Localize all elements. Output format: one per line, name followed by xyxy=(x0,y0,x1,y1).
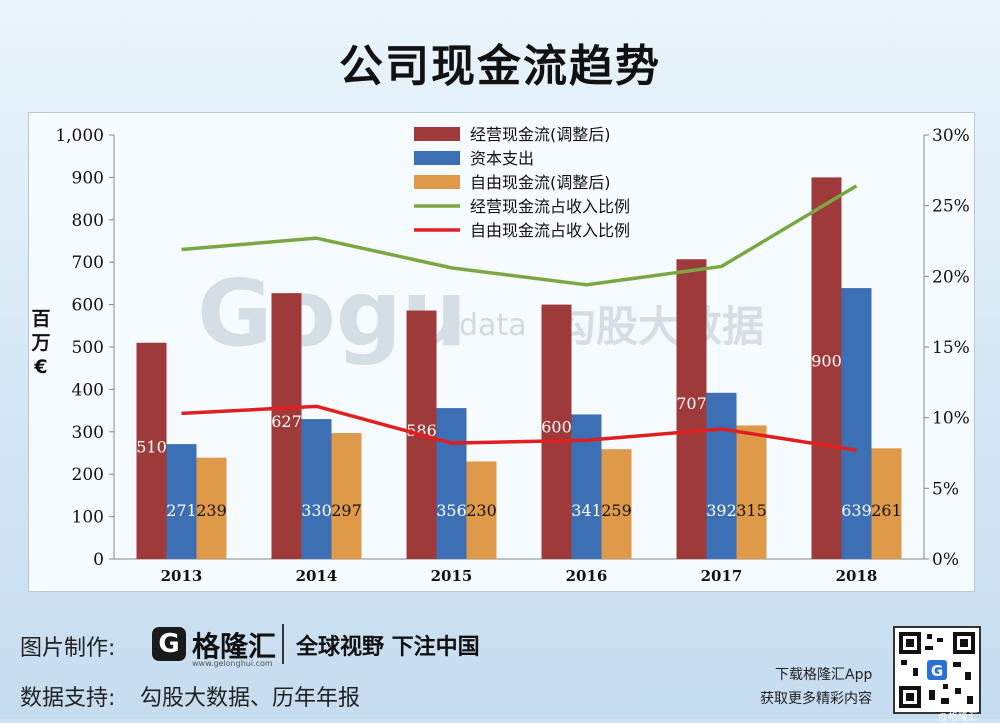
bar-data-label: 356 xyxy=(436,501,467,520)
legend-label: 经营现金流占收入比例 xyxy=(470,197,630,216)
bar-data-label: 627 xyxy=(271,412,302,431)
bar-3 xyxy=(601,449,632,559)
made-by-label: 图片制作: xyxy=(20,636,116,661)
y-axis-label-char: 百 xyxy=(31,308,50,330)
bar-3 xyxy=(331,433,362,559)
bar-2 xyxy=(706,392,737,559)
chart-panel: Gogu data 勾股大数据 0 100 200 300 400 500 600 700 800 90… xyxy=(28,112,975,592)
bar-data-label: 239 xyxy=(196,501,227,520)
bar-1 xyxy=(811,177,842,559)
x-tick-label: 2014 xyxy=(296,567,338,585)
bar-data-label: 261 xyxy=(871,501,902,520)
bar-data-label: 586 xyxy=(406,421,437,440)
slogan: 全球视野 下注中国 xyxy=(296,635,480,660)
y-tick-label: 400 xyxy=(72,380,104,400)
y2-tick-label: 15% xyxy=(932,338,970,358)
bar-data-label: 297 xyxy=(331,501,362,520)
credit: @格隆汇 xyxy=(938,712,978,723)
watermark-suffix: data xyxy=(459,308,527,343)
brand-name: 格隆汇 xyxy=(192,630,277,663)
y-tick-label: 200 xyxy=(72,465,104,485)
y2-tick-label: 5% xyxy=(932,479,959,499)
x-tick-label: 2015 xyxy=(431,567,473,585)
app-line-1: 下载格隆汇App xyxy=(775,667,873,683)
y-tick-label: 700 xyxy=(72,253,104,273)
x-tick-label: 2018 xyxy=(836,567,878,585)
bar-1 xyxy=(676,259,707,559)
bar-data-label: 639 xyxy=(841,501,872,520)
bar-data-label: 315 xyxy=(736,501,767,520)
legend-swatch xyxy=(414,175,460,189)
bar-1 xyxy=(136,342,167,559)
x-tick-label: 2013 xyxy=(161,567,203,585)
bar-data-label: 271 xyxy=(166,501,197,520)
bar-3 xyxy=(466,461,497,559)
y2-tick-label: 25% xyxy=(932,197,970,217)
y2-tick-label: 30% xyxy=(932,126,970,146)
brand-url: www.gelonghui.com xyxy=(192,659,273,668)
watermark-cn: 勾股大数据 xyxy=(554,302,764,351)
x-tick-label: 2017 xyxy=(701,567,743,585)
legend-swatch xyxy=(414,151,460,165)
brand-logo-icon: G xyxy=(152,627,186,661)
bar-3 xyxy=(871,448,902,559)
bar-2 xyxy=(301,419,332,559)
y-axis-label-char: € xyxy=(33,356,47,378)
y-tick-label: 300 xyxy=(72,423,104,443)
svg-text:G: G xyxy=(931,662,943,680)
y-tick-label: 1,000 xyxy=(55,126,104,146)
y-tick-label: 800 xyxy=(72,211,104,231)
bar-data-label: 900 xyxy=(811,352,842,371)
bar-data-label: 259 xyxy=(601,501,632,520)
legend-label: 自由现金流占收入比例 xyxy=(470,221,630,240)
y-tick-label: 500 xyxy=(72,338,104,358)
y-tick-label: 900 xyxy=(72,168,104,188)
bar-data-label: 330 xyxy=(301,501,332,520)
qr-code-icon[interactable]: G xyxy=(893,626,981,714)
legend-swatch xyxy=(414,127,460,141)
bar-3 xyxy=(736,425,767,559)
bar-2 xyxy=(436,408,467,559)
footer: 图片制作: G 格隆汇 www.gelonghui.com 全球视野 下注中国 … xyxy=(0,608,1000,723)
support-label: 数据支持: xyxy=(20,686,116,711)
y2-tick-label: 0% xyxy=(932,550,959,570)
support-text: 勾股大数据、历年年报 xyxy=(140,686,361,711)
y-axis-label-char: 万 xyxy=(30,332,50,354)
legend-label: 经营现金流(调整后) xyxy=(470,125,611,144)
bar-3 xyxy=(196,457,227,559)
bar-data-label: 230 xyxy=(466,501,497,520)
divider xyxy=(282,624,284,664)
y-tick-label: 100 xyxy=(72,508,104,528)
app-line-2: 获取更多精彩内容 xyxy=(760,691,872,707)
bar-2 xyxy=(841,288,872,559)
bar-2 xyxy=(571,414,602,559)
bar-data-label: 600 xyxy=(541,418,572,437)
line-series-2 xyxy=(181,404,857,452)
bar-data-label: 510 xyxy=(136,438,167,457)
y-tick-label: 0 xyxy=(93,550,104,570)
line-series-1 xyxy=(181,184,858,287)
bar-data-label: 392 xyxy=(706,501,737,520)
bar-1 xyxy=(541,304,572,559)
page-title: 公司现金流趋势 xyxy=(339,41,661,92)
y-tick-label: 600 xyxy=(72,296,104,316)
bar-data-label: 341 xyxy=(571,501,602,520)
x-tick-label: 2016 xyxy=(566,567,608,585)
legend-label: 资本支出 xyxy=(470,149,534,168)
bar-2 xyxy=(166,444,197,559)
legend-label: 自由现金流(调整后) xyxy=(470,173,611,192)
y2-tick-label: 20% xyxy=(932,267,970,287)
bar-data-label: 707 xyxy=(676,394,707,413)
y2-tick-label: 10% xyxy=(932,409,970,429)
bar-1 xyxy=(271,293,302,559)
